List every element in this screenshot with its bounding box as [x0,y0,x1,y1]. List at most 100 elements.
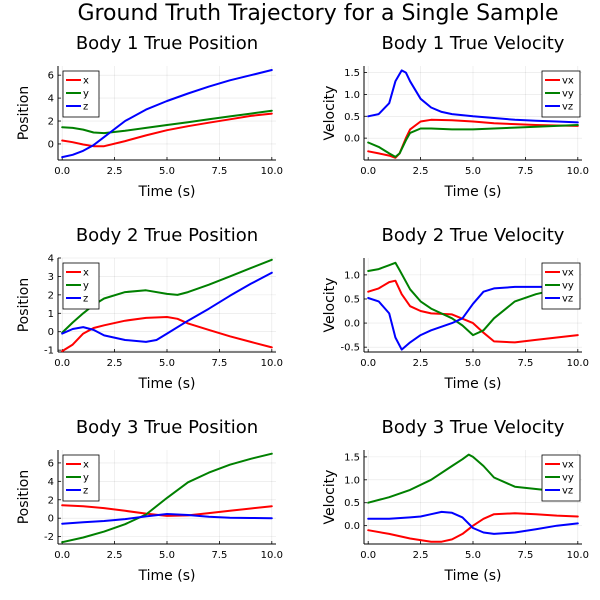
y-axis-label: Velocity [322,278,338,333]
series-line-vy [367,261,579,337]
y-tick-label: 0.5 [344,112,360,123]
panels: 0.0 2.5 5.0 7.5 10.0 0 2 4 6 Body 1 True Position… [16,33,589,584]
legend-label-x: x [83,268,89,279]
y-tick-label: 0.0 [344,134,360,145]
legend-label-z: z [83,102,88,113]
series-line-y [61,452,273,544]
legend-label-z: z [83,294,88,305]
y-axis-label: Velocity [322,470,338,525]
x-tick-label: 0.0 [54,358,70,369]
legend-label-y: y [83,281,89,292]
y-axis-label: Position [16,278,32,333]
y-tick-label: 6 [48,71,54,82]
x-tick-label: 7.5 [211,358,227,369]
y-tick-label: -2 [44,532,54,543]
y-tick-label: 4 [48,477,54,488]
series-line-y [61,109,273,135]
y-tick-label: 1.0 [344,475,360,486]
x-tick-label: 2.5 [107,550,123,561]
x-tick-label: 10.0 [567,166,589,177]
y-tick-label: 0 [48,514,54,525]
legend-label-vy: vy [562,473,574,484]
legend-label-vz: vz [562,486,573,497]
y-tick-label: 2 [48,117,54,128]
x-tick-label: 5.0 [465,550,481,561]
panel-title: Body 1 True Position [76,33,258,54]
y-tick-label: 0.5 [344,498,360,509]
y-tick-label: 6 [48,458,54,469]
legend-label-vz: vz [562,294,573,305]
x-tick-label: 2.5 [107,358,123,369]
x-tick-label: 0.0 [54,550,70,561]
series-line-x [61,112,273,148]
series-line-x [61,316,273,353]
chart-panel-1: 0.0 2.5 5.0 7.5 10.0 0 2 4 6 Body 1 True Position… [16,33,283,200]
y-tick-label: 1.0 [344,90,360,101]
legend-label-vy: vy [562,89,574,100]
legend: vx vy vz [541,454,581,502]
y-tick-label: -0.5 [340,343,360,354]
x-tick-label: 7.5 [517,358,533,369]
series-line-vx [367,512,579,543]
y-axis-label: Velocity [322,86,338,141]
panel-title: Body 3 True Velocity [382,417,565,438]
series-line-vx [367,118,579,159]
x-tick-label: 5.0 [159,550,175,561]
x-tick-label: 5.0 [465,358,481,369]
legend: xyz [62,262,100,310]
chart-panel-2: 0.0 2.5 5.0 7.5 10.0 0.0 0.5 1.0 1.5 Body 1 True … [322,33,589,200]
y-tick-label: 2 [48,290,54,301]
panel-title: Body 2 True Velocity [382,225,565,246]
x-tick-label: 10.0 [261,358,283,369]
x-tick-label: 2.5 [107,166,123,177]
legend-label-vz: vz [562,102,573,113]
series-line-z [61,513,273,525]
legend: vx vy vz [541,70,581,118]
y-tick-label: 2 [48,495,54,506]
x-tick-label: 0.0 [360,550,376,561]
y-tick-label: 0.0 [344,521,360,532]
series-line-vy [367,453,579,504]
legend: xyz [62,70,100,118]
y-tick-label: 3 [48,272,54,283]
x-tick-label: 5.0 [159,166,175,177]
y-tick-label: 0 [48,139,54,150]
x-tick-label: 2.5 [413,166,429,177]
y-tick-label: 0 [48,327,54,338]
panel-title: Body 2 True Position [76,225,258,246]
series-line-vz [367,285,579,351]
x-axis-label: Time (s) [138,568,196,584]
legend-label-x: x [83,76,89,87]
legend-label-vx: vx [562,268,574,279]
y-tick-label: 4 [48,94,54,105]
y-tick-label: 1.5 [344,68,360,79]
y-axis-label: Position [16,470,32,525]
y-axis-label: Position [16,86,32,141]
series-line-z [61,271,273,343]
y-tick-label: 1.5 [344,452,360,463]
chart-panel-6: 0.0 2.5 5.0 7.5 10.0 0.0 0.5 1.0 1.5 Body 3 True … [322,417,589,584]
y-tick-label: -1 [44,346,54,357]
x-tick-label: 0.0 [54,166,70,177]
panel-title: Body 3 True Position [76,417,258,438]
x-tick-label: 5.0 [159,358,175,369]
legend-label-z: z [83,486,88,497]
y-tick-label: 1.0 [344,270,360,281]
y-tick-label: 4 [48,254,54,265]
chart-panel-3: 0.0 2.5 5.0 7.5 10.0 -1 0 1 2 3 4 Body 2 True Posit… [16,225,283,392]
x-axis-label: Time (s) [138,376,196,392]
panel-title: Body 1 True Velocity [382,33,565,54]
legend-label-vx: vx [562,76,574,87]
legend: vx vy vz [541,262,581,310]
legend-label-y: y [83,89,89,100]
x-tick-label: 2.5 [413,358,429,369]
x-axis-label: Time (s) [444,376,502,392]
series-line-z [61,69,273,159]
x-tick-label: 5.0 [465,166,481,177]
series-line-vz [367,69,579,124]
series-line-y [61,258,273,334]
x-axis-label: Time (s) [444,568,502,584]
x-tick-label: 7.5 [517,166,533,177]
x-tick-label: 7.5 [517,550,533,561]
